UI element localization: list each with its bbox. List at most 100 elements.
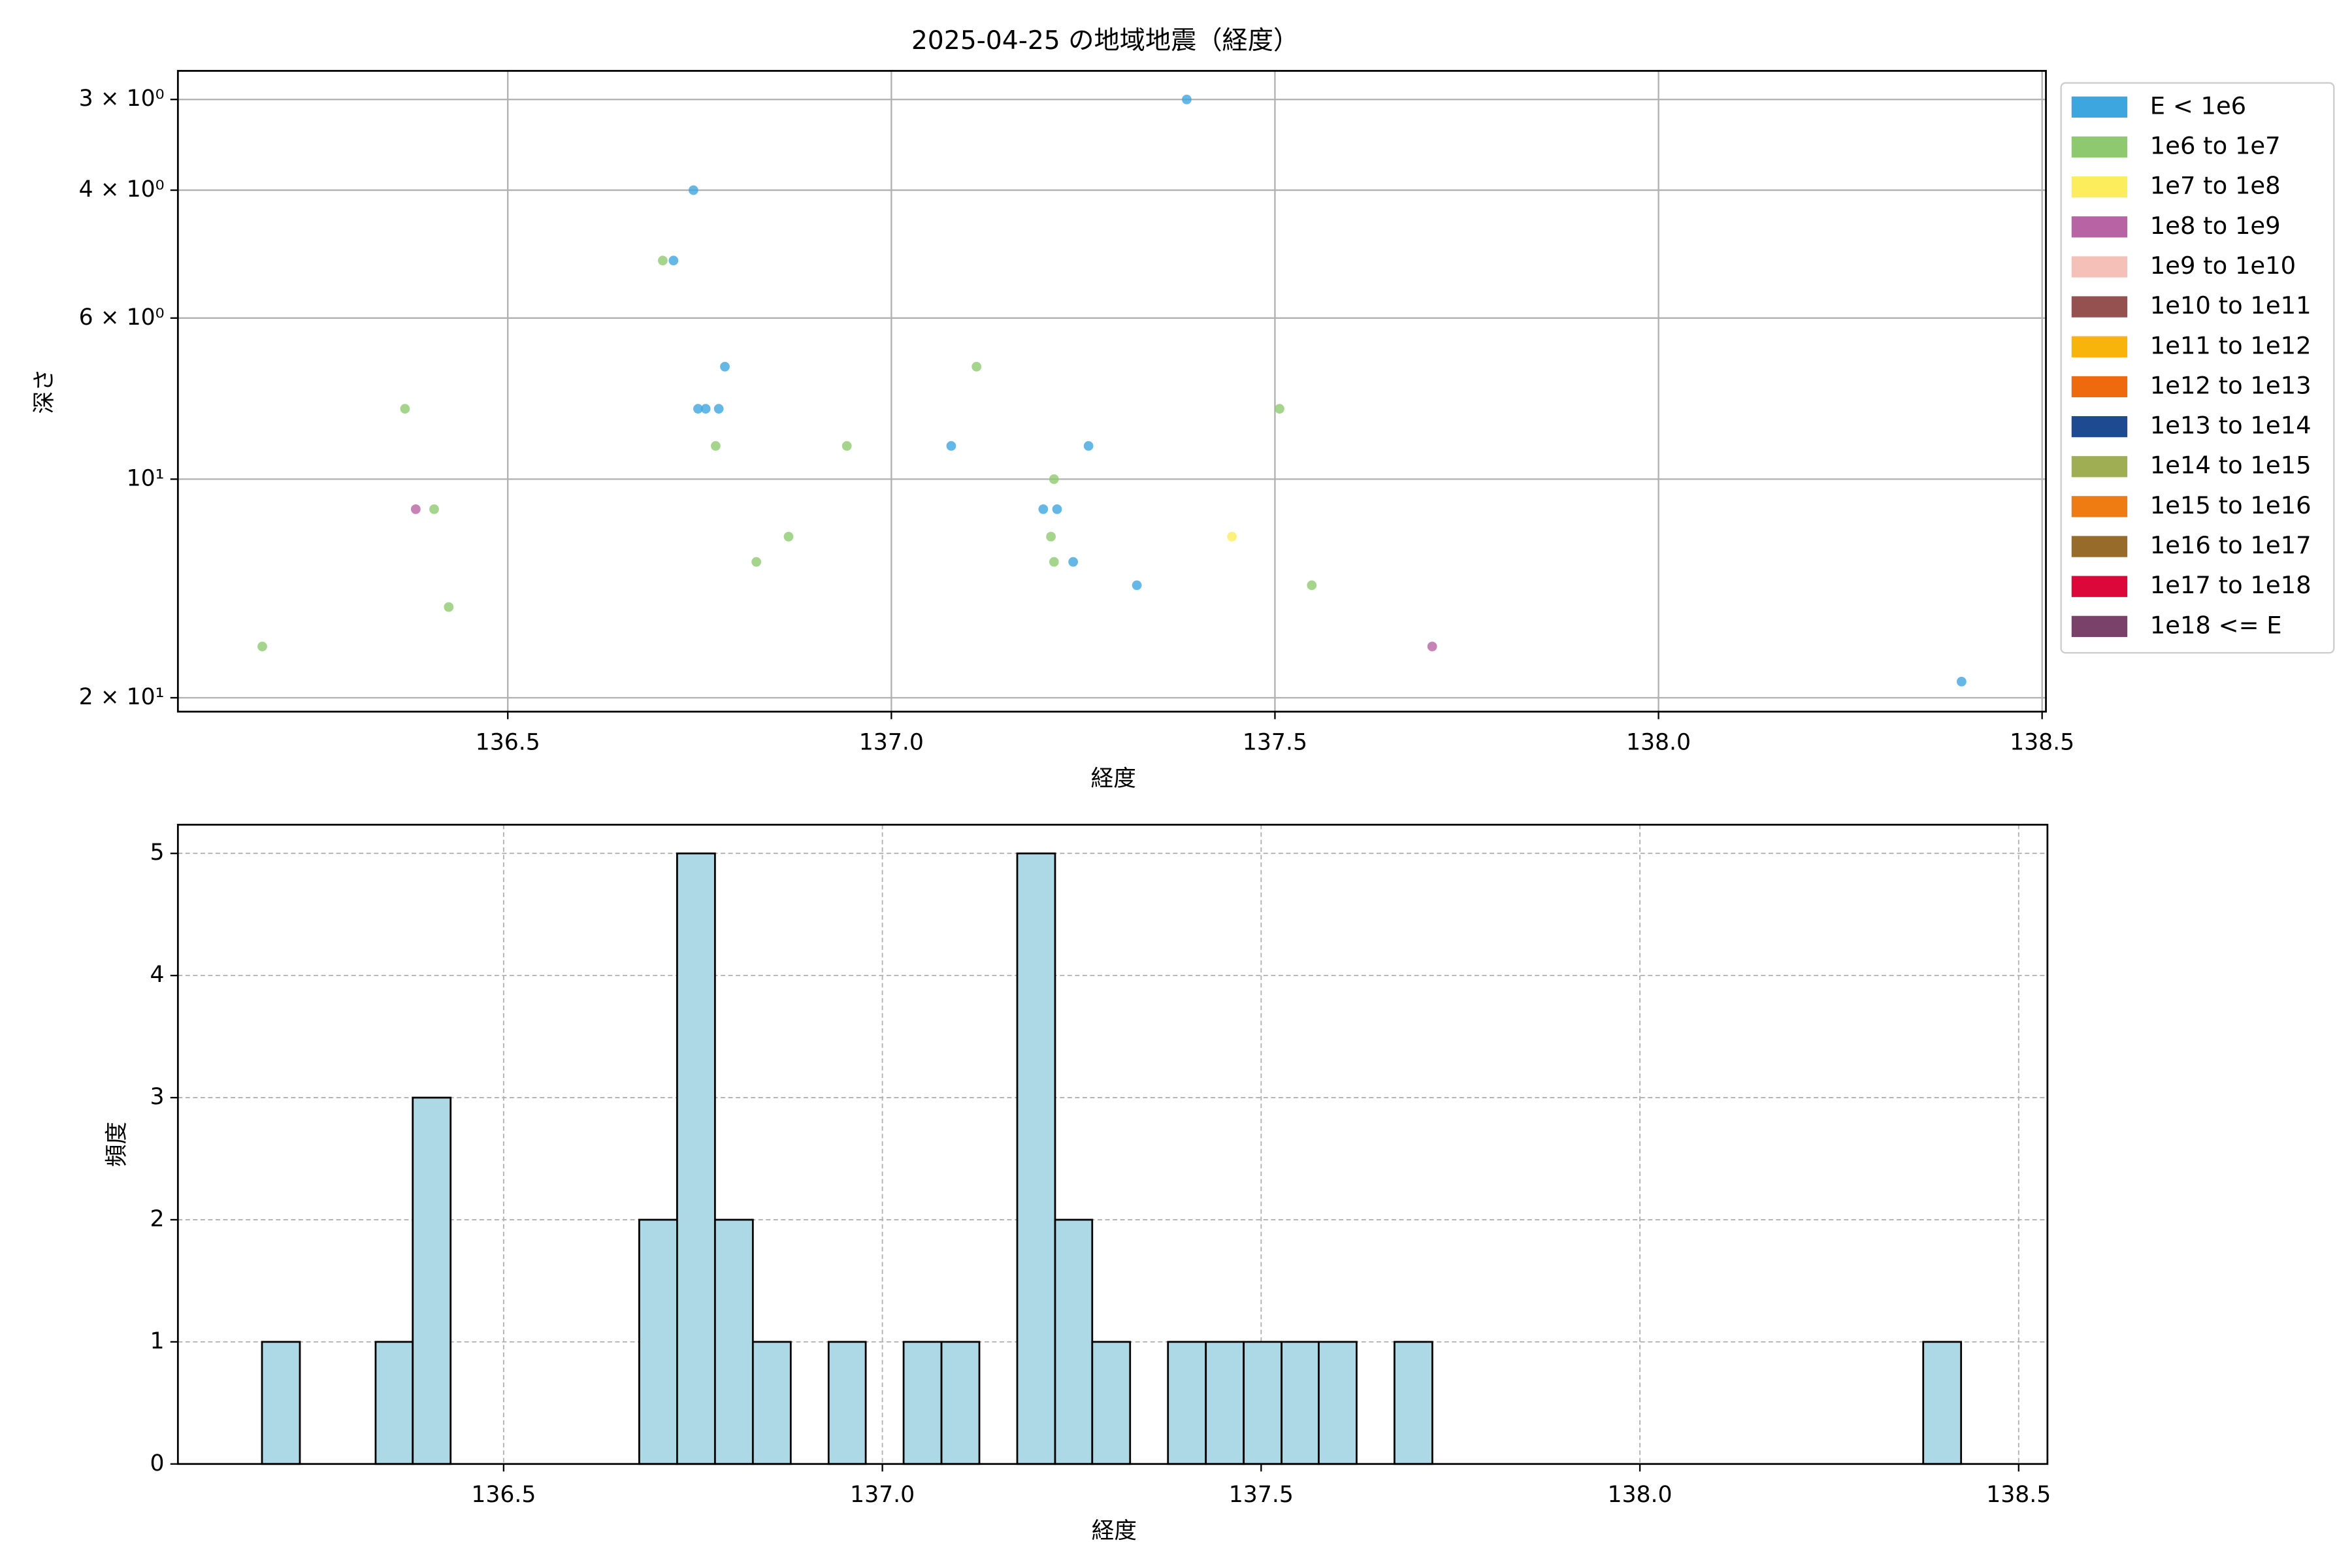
data-point (783, 532, 794, 542)
histogram-bar (751, 1341, 792, 1465)
data-point (1227, 532, 1237, 542)
data-point (751, 557, 762, 567)
histogram-bar (412, 1096, 452, 1465)
legend-label: 1e6 to 1e7 (2150, 132, 2281, 160)
histogram-bar (1318, 1341, 1358, 1465)
data-point (1275, 404, 1284, 414)
legend-swatch (2071, 576, 2128, 597)
y-tick-label: 6 × 10⁰ (79, 304, 165, 331)
data-point (1052, 504, 1062, 514)
plot-frame (176, 823, 2049, 1465)
data-point (429, 504, 439, 514)
data-point (700, 404, 711, 414)
data-point (444, 602, 454, 612)
data-point (693, 404, 703, 414)
x-tick-label: 137.5 (1229, 1482, 1294, 1508)
histogram-bar (940, 1341, 981, 1465)
x-tick-label: 138.0 (1608, 1482, 1673, 1508)
data-point (711, 441, 721, 451)
legend-swatch (2071, 96, 2128, 118)
legend-label: 1e11 to 1e12 (2150, 331, 2311, 359)
data-point (1427, 642, 1437, 651)
histogram-bar (1922, 1341, 1963, 1465)
y-tick-label: 10¹ (127, 465, 165, 491)
x-tick-label: 137.0 (850, 1482, 915, 1508)
data-point (689, 185, 698, 195)
data-point (1049, 474, 1059, 484)
legend-swatch (2071, 496, 2128, 517)
data-point (410, 504, 421, 514)
data-point (1068, 557, 1079, 567)
histogram-bar (713, 1218, 754, 1465)
legend-label: 1e12 to 1e13 (2150, 371, 2311, 399)
legend-swatch (2071, 176, 2128, 198)
legend-swatch (2071, 536, 2128, 557)
data-point (946, 441, 956, 451)
legend-swatch (2071, 615, 2128, 637)
legend-swatch (2071, 136, 2128, 158)
histogram-bar (1054, 1218, 1094, 1465)
legend-label: 1e17 to 1e18 (2150, 571, 2311, 599)
histogram-bar (827, 1341, 867, 1465)
y-tick-label: 5 (150, 840, 165, 866)
data-point (841, 441, 852, 451)
x-tick-label: 138.0 (1626, 730, 1691, 756)
legend-label: 1e18 <= E (2150, 611, 2282, 639)
chart-title: 2025-04-25 の地域地震（経度） (911, 26, 1299, 56)
data-point (1083, 441, 1094, 451)
y-tick-label: 0 (150, 1450, 165, 1477)
legend-label: 1e8 to 1e9 (2150, 212, 2281, 240)
x-tick-label: 138.5 (1986, 1482, 2051, 1508)
legend-box (2060, 82, 2335, 654)
legend-swatch (2071, 256, 2128, 278)
legend-swatch (2071, 456, 2128, 478)
histogram-bar (261, 1341, 301, 1465)
histogram-bar (374, 1341, 414, 1465)
histogram-bar (676, 852, 716, 1465)
y-tick-label: 2 (150, 1206, 165, 1232)
legend-label: 1e10 to 1e11 (2150, 291, 2311, 319)
x-tick-label: 136.5 (476, 730, 540, 756)
legend-label: 1e15 to 1e16 (2150, 491, 2311, 519)
x-tick-label: 136.5 (471, 1482, 536, 1508)
data-point (668, 255, 679, 266)
legend-swatch (2071, 376, 2128, 398)
data-point (1307, 580, 1317, 591)
x-axis-label: 経度 (1092, 1518, 1137, 1544)
legend-label: 1e16 to 1e17 (2150, 531, 2311, 559)
data-point (720, 361, 730, 372)
histogram-bar (1167, 1341, 1207, 1465)
histogram-bar (1016, 852, 1056, 1465)
histogram-bar (1394, 1341, 1433, 1465)
y-tick-label: 3 (150, 1084, 165, 1110)
data-point (1956, 676, 1967, 687)
data-point (658, 255, 668, 266)
y-axis-label: 深さ (31, 368, 57, 414)
legend-label: E < 1e6 (2150, 91, 2246, 120)
legend-label: 1e13 to 1e14 (2150, 412, 2311, 440)
y-tick-label: 4 (150, 962, 165, 988)
x-tick-label: 137.5 (1243, 730, 1307, 756)
data-point (972, 361, 982, 372)
data-point (1038, 504, 1049, 514)
histogram-bar (638, 1218, 678, 1465)
data-point (1046, 532, 1056, 542)
data-point (1182, 94, 1192, 105)
x-axis-label: 経度 (1091, 766, 1136, 792)
data-point (1049, 557, 1059, 567)
histogram-bar (1243, 1341, 1283, 1465)
legend-swatch (2071, 216, 2128, 238)
histogram-bar (902, 1341, 943, 1465)
legend-label: 1e9 to 1e10 (2150, 252, 2296, 280)
data-point (400, 404, 410, 414)
histogram-bar (1091, 1341, 1132, 1465)
x-tick-label: 138.5 (2010, 730, 2074, 756)
y-axis-label: 頻度 (104, 1122, 130, 1167)
y-tick-label: 1 (150, 1328, 165, 1354)
data-point (713, 404, 724, 414)
legend-swatch (2071, 296, 2128, 318)
legend-swatch (2071, 416, 2128, 438)
